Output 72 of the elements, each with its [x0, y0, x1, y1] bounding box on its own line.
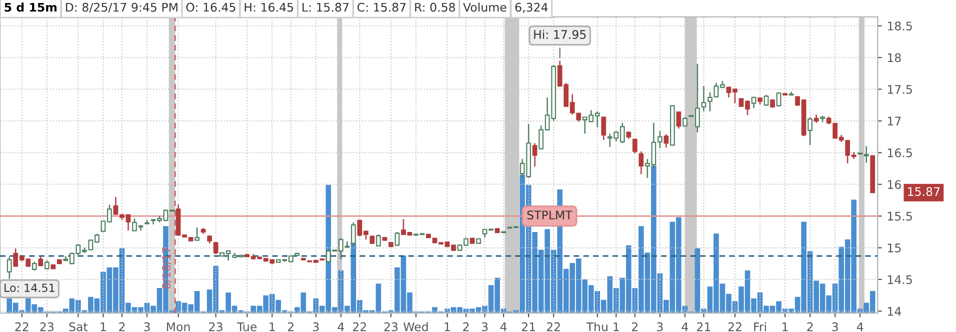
y-tick-label: 17 — [888, 116, 901, 126]
x-tick-label: 3 — [832, 322, 838, 332]
x-tick-label: 22 — [728, 322, 742, 332]
x-tick-label: 3 — [144, 322, 150, 332]
x-tick-label: 22 — [546, 322, 560, 332]
candlestick — [808, 116, 812, 146]
x-tick-label: 2 — [632, 322, 638, 332]
candlestick — [6, 256, 12, 280]
text: 15.87 — [908, 187, 940, 196]
x-tick-label: 1 — [782, 322, 788, 332]
x-tick-label: Mon — [166, 322, 190, 332]
candlestick — [194, 226, 200, 242]
x-tick-label: 21 — [522, 322, 535, 332]
x-tick-label: 23 — [209, 322, 222, 332]
x-tick-label: 3 — [657, 322, 663, 332]
candlestick — [676, 111, 682, 130]
text: Volume — [463, 2, 506, 12]
y-tick-label: 14 — [888, 307, 901, 316]
y-tick-label: 16 — [888, 180, 901, 189]
candlestick — [632, 138, 638, 154]
y-tick-label: 15 — [888, 244, 901, 252]
text: R: 0.58 — [415, 2, 456, 12]
x-tick-label: Sat — [69, 322, 88, 332]
x-tick-label: 3 — [482, 322, 488, 332]
text: D: 8/25/17 9:45 PM — [66, 2, 178, 13]
x-tick-label: 3 — [313, 322, 319, 332]
x-tick-label: 1 — [270, 322, 275, 332]
candlestick — [664, 134, 669, 148]
x-tick-label: 21 — [697, 322, 710, 332]
y-tick-label: 18.5 — [888, 22, 912, 30]
candlestick — [601, 116, 606, 141]
x-tick-label: 22 — [15, 322, 28, 332]
x-tick-label: 4 — [338, 322, 344, 332]
x-tick-label: 2 — [807, 322, 813, 332]
x-tick-label: 2 — [463, 322, 469, 332]
x-tick-label: 1 — [100, 322, 106, 332]
ref-line-label: STPLMT — [527, 210, 572, 220]
x-tick-label: Thu — [586, 322, 608, 332]
x-tick-label: 23 — [384, 322, 398, 332]
x-tick-label: 23 — [40, 322, 54, 332]
x-tick-label: 4 — [500, 322, 507, 332]
candlestick — [701, 85, 706, 112]
candlestick — [638, 150, 644, 175]
y-tick-label: 16.5 — [888, 148, 912, 158]
x-tick-label: 22 — [353, 322, 366, 332]
x-tick-label: 4 — [682, 322, 688, 332]
y-tick-label: 15.5 — [888, 212, 912, 221]
text: O: 16.45 — [186, 2, 236, 12]
annotation: Lo: 14.51 — [4, 284, 54, 292]
x-tick-label: 1 — [444, 322, 450, 332]
candlestick — [532, 142, 538, 168]
annotation: Hi: 17.95 — [534, 30, 586, 39]
text: H: 16.45 — [244, 2, 294, 12]
y-tick-label: 14.5 — [888, 275, 912, 284]
y-tick-label: 17.5 — [888, 85, 912, 94]
x-tick-label: Tue — [236, 322, 257, 332]
text: C: 15.87 — [357, 2, 406, 12]
x-tick-label: Fri — [754, 322, 766, 332]
x-tick-label: 2 — [119, 322, 125, 332]
text: 6,324 — [515, 2, 548, 13]
x-tick-label: 2 — [288, 322, 294, 332]
x-tick-label: Wed — [403, 322, 428, 332]
text: L: 15.87 — [302, 2, 349, 12]
candlestick — [213, 242, 218, 255]
candlestick — [376, 234, 381, 248]
ref-line-label: 8/18/17 — [162, 248, 172, 289]
x-tick-label: 4 — [856, 322, 864, 332]
y-tick-label: 18 — [888, 53, 901, 62]
candlestick — [776, 92, 782, 107]
chart-title: 5 d 15m — [4, 2, 57, 12]
candlestick — [394, 231, 400, 246]
x-tick-label: 1 — [614, 322, 619, 332]
